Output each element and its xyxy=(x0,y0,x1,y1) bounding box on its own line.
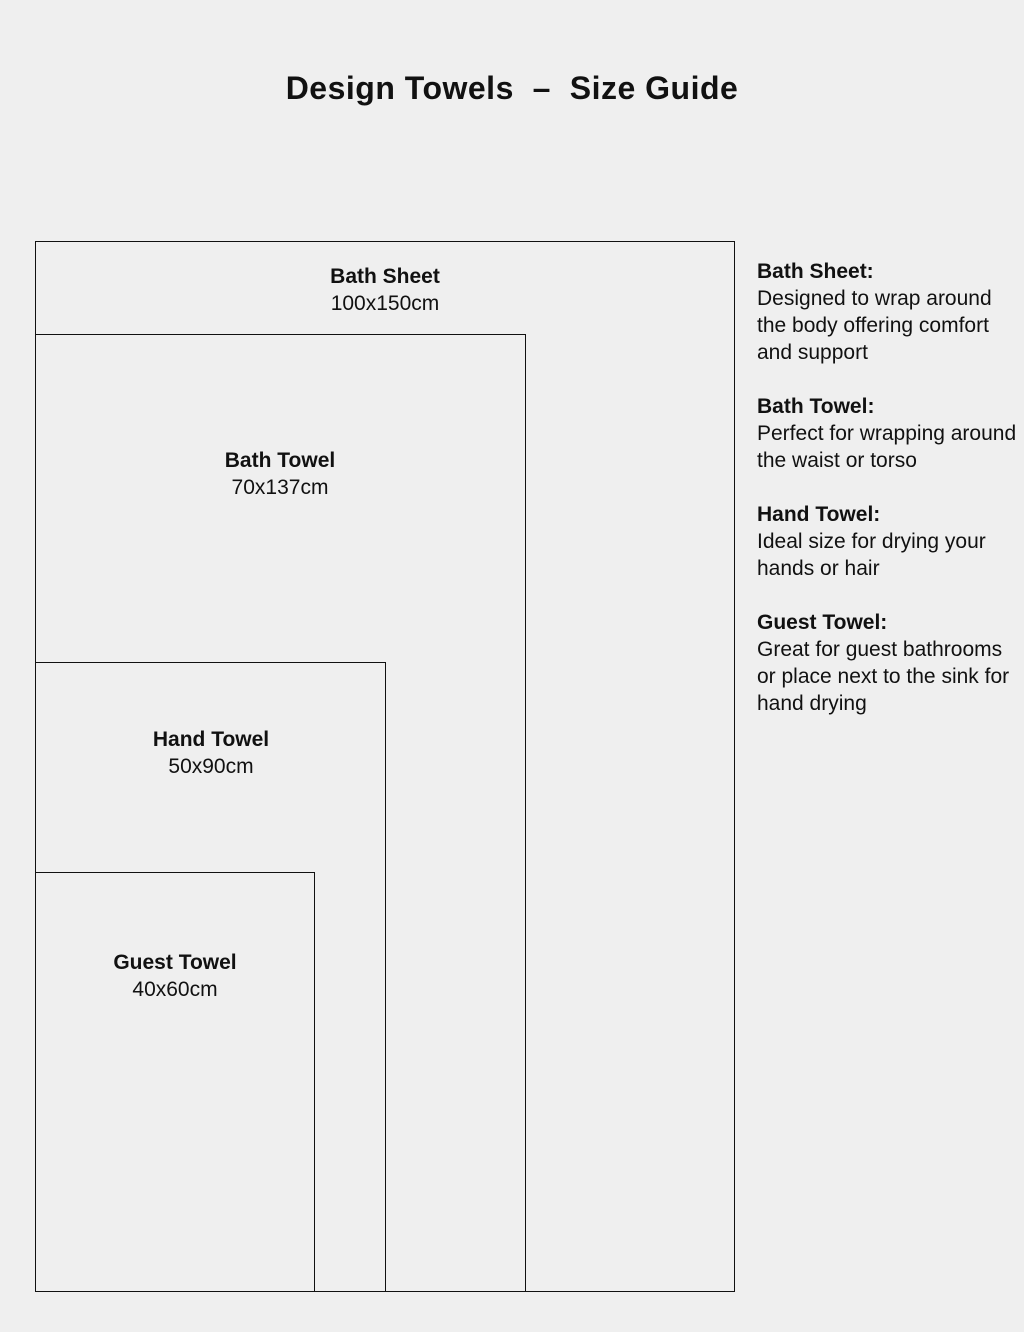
description-heading: Hand Towel: xyxy=(757,503,881,526)
hand-towel-name: Hand Towel xyxy=(152,728,270,751)
bath-towel-name: Bath Towel xyxy=(224,449,336,472)
bath-sheet-label: Bath Sheet 100x150cm xyxy=(235,263,535,317)
hand-towel-label: Hand Towel 50x90cm xyxy=(61,726,361,780)
description-text: Designed to wrap around the body offerin… xyxy=(757,287,992,364)
guest-towel-rect xyxy=(35,872,315,1292)
description-heading: Guest Towel: xyxy=(757,611,888,634)
guest-towel-size: 40x60cm xyxy=(132,978,218,1001)
description-bath-sheet: Bath Sheet: Designed to wrap around the … xyxy=(757,258,1017,366)
hand-towel-size: 50x90cm xyxy=(168,755,254,778)
bath-sheet-name: Bath Sheet xyxy=(330,265,440,288)
description-text: Perfect for wrapping around the waist or… xyxy=(757,422,1017,472)
bath-towel-size: 70x137cm xyxy=(231,476,329,499)
guest-towel-label: Guest Towel 40x60cm xyxy=(25,949,325,1003)
descriptions-panel: Bath Sheet: Designed to wrap around the … xyxy=(757,258,1017,744)
description-text: Great for guest bathrooms or place next … xyxy=(757,638,1010,715)
guest-towel-name: Guest Towel xyxy=(113,951,237,974)
page-title: Design Towels – Size Guide xyxy=(285,70,739,106)
bath-sheet-size: 100x150cm xyxy=(330,292,440,315)
description-guest-towel: Guest Towel: Great for guest bathrooms o… xyxy=(757,609,1017,717)
bath-towel-label: Bath Towel 70x137cm xyxy=(130,447,430,501)
description-bath-towel: Bath Towel: Perfect for wrapping around … xyxy=(757,393,1017,474)
description-hand-towel: Hand Towel: Ideal size for drying your h… xyxy=(757,501,1017,582)
description-text: Ideal size for drying your hands or hair xyxy=(757,530,986,580)
description-heading: Bath Sheet: xyxy=(757,260,874,283)
description-heading: Bath Towel: xyxy=(757,395,875,418)
